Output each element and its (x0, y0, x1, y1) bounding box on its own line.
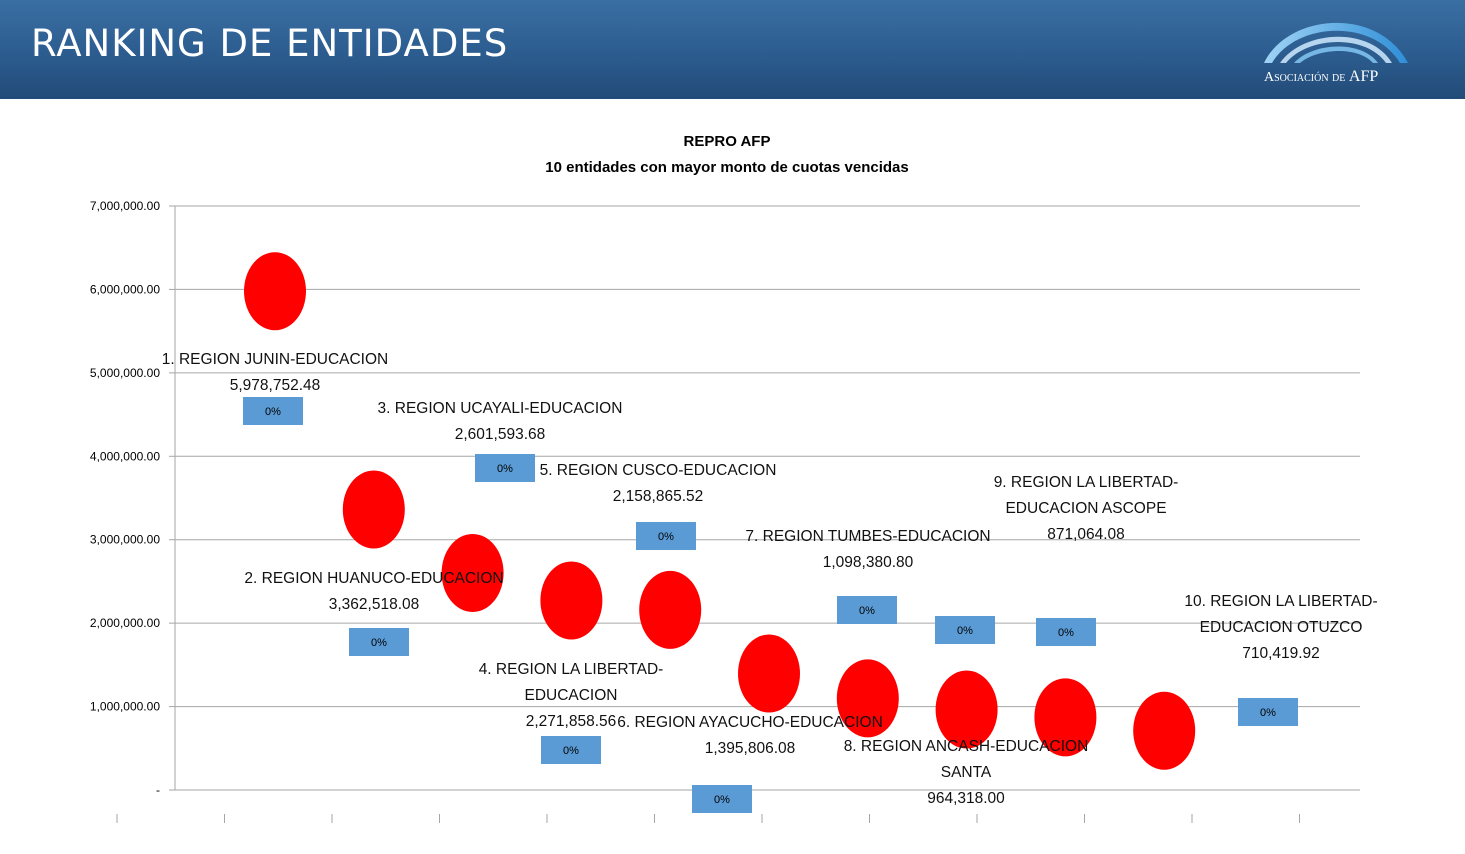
pct-box (935, 616, 995, 644)
y-tick-label: 5,000,000.00 (90, 366, 160, 380)
logo-text-big: AFP (1348, 68, 1379, 85)
pct-label: 0% (658, 531, 674, 543)
page-title: RANKING DE ENTIDADES (31, 22, 509, 65)
point-name-label: 8. REGION ANCASH-EDUCACION (844, 738, 1089, 755)
gridlines (116, 205, 1360, 823)
afp-logo: Asociación de AFP (1258, 8, 1418, 92)
pct-label: 0% (371, 637, 387, 649)
pct-box (837, 596, 897, 624)
bubble-point (1034, 678, 1097, 757)
point-name-label: EDUCACION (524, 687, 617, 704)
y-tick-label: 1,000,000.00 (90, 700, 160, 714)
bubble-point (244, 252, 306, 331)
point-name-label: 6. REGION AYACUCHO-EDUCACION (617, 714, 883, 731)
arc-logo-icon (1264, 22, 1408, 63)
data-labels: 1. REGION JUNIN-EDUCACION 5,978,752.48 0% 2… (162, 351, 1378, 813)
slide-header: RANKING DE ENTIDADES Asociación de AFP (0, 0, 1465, 99)
bubble-point (836, 659, 899, 738)
y-tick-label: 2,000,000.00 (90, 616, 160, 630)
point-value-label: 2,271,858.56 (526, 713, 617, 730)
pct-box (243, 397, 303, 425)
bubble-point (540, 561, 603, 640)
y-tick-label: 7,000,000.00 (90, 199, 160, 213)
point-name-label: 5. REGION CUSCO-EDUCACION (540, 462, 777, 479)
logo-text: Asociación de AFP (1264, 68, 1378, 86)
logo-text-small: Asociación de (1264, 70, 1346, 85)
point-value-label: 2,158,865.52 (613, 488, 704, 505)
pct-box (541, 736, 601, 764)
pct-label: 0% (859, 605, 875, 617)
point-name-label: 7. REGION TUMBES-EDUCACION (745, 528, 990, 545)
pct-label: 0% (497, 463, 513, 475)
point-value-label: 2,601,593.68 (455, 426, 546, 443)
pct-label: 0% (563, 745, 579, 757)
pct-box (475, 454, 535, 482)
point-value-label: 964,318.00 (927, 790, 1005, 807)
y-tick-label: 6,000,000.00 (90, 282, 160, 296)
point-name-label: 2. REGION HUANUCO-EDUCACION (244, 570, 503, 587)
y-tick-label: 3,000,000.00 (90, 533, 160, 547)
point-value-label: 871,064.08 (1047, 526, 1125, 543)
point-name-label: 10. REGION LA LIBERTAD- (1184, 593, 1377, 610)
point-name-label: 9. REGION LA LIBERTAD- (994, 474, 1179, 491)
chart-subtitle: 10 entidades con mayor monto de cuotas v… (545, 159, 908, 176)
bubble-point (342, 470, 405, 549)
pct-box (1238, 698, 1298, 726)
bubble-point (935, 670, 998, 749)
bubble-chart: REPRO AFP 10 entidades con mayor monto d… (90, 133, 1378, 823)
point-name-label: 4. REGION LA LIBERTAD- (479, 661, 664, 678)
point-name-label: 3. REGION UCAYALI-EDUCACION (378, 400, 623, 417)
bubble-point (441, 533, 504, 612)
point-name-label: EDUCACION OTUZCO (1200, 619, 1363, 636)
pct-label: 0% (1260, 707, 1276, 719)
bubble-point (738, 634, 800, 713)
pct-label: 0% (265, 406, 281, 418)
pct-label: 0% (1058, 627, 1074, 639)
point-name-label: 1. REGION JUNIN-EDUCACION (162, 351, 389, 368)
pct-box (1036, 618, 1096, 646)
pct-box (692, 785, 752, 813)
point-value-label: 1,098,380.80 (823, 554, 914, 571)
point-name-label: EDUCACION ASCOPE (1005, 500, 1166, 517)
chart-title: REPRO AFP (684, 133, 771, 150)
point-value-label: 5,978,752.48 (230, 377, 321, 394)
pct-box (636, 522, 696, 550)
y-tick-label: 4,000,000.00 (90, 449, 160, 463)
point-value-label: 710,419.92 (1242, 645, 1320, 662)
bubble-point (639, 570, 702, 649)
point-value-label: 3,362,518.08 (329, 596, 420, 613)
bubble-point (1133, 691, 1196, 770)
y-tick-label: - (156, 783, 160, 797)
pct-box (349, 628, 409, 656)
data-points (244, 252, 1196, 770)
point-name-label: SANTA (941, 764, 992, 781)
pct-label: 0% (714, 794, 730, 806)
y-axis-ticks: - 1,000,000.00 2,000,000.00 3,000,000.00 4,0… (90, 199, 160, 797)
point-value-label: 1,395,806.08 (705, 740, 796, 757)
pct-label: 0% (957, 625, 973, 637)
